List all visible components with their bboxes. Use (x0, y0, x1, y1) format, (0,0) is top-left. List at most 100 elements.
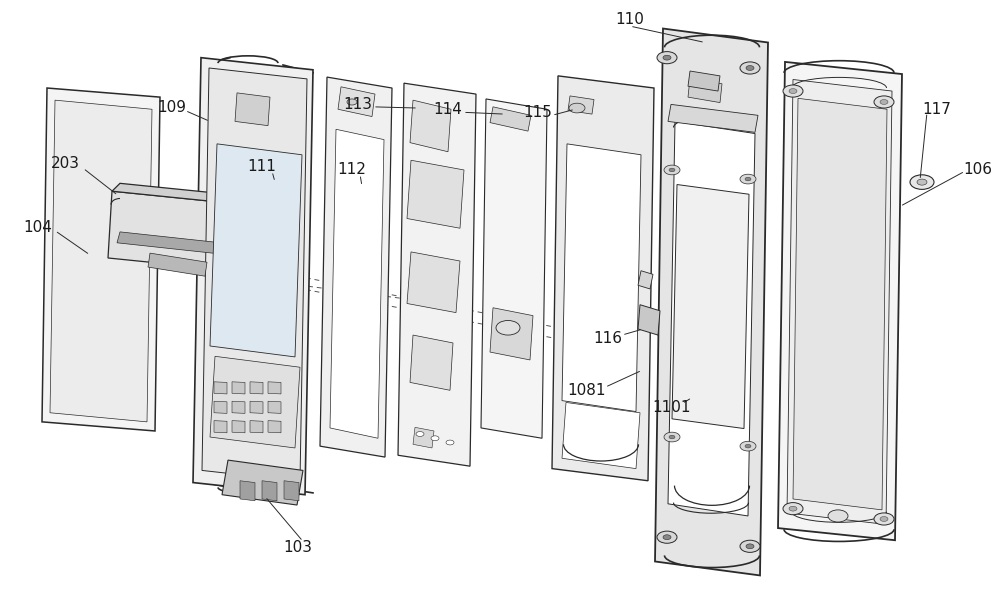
Circle shape (880, 100, 888, 104)
Polygon shape (117, 232, 221, 254)
Circle shape (828, 510, 848, 522)
Polygon shape (268, 421, 281, 433)
Circle shape (783, 85, 803, 97)
Text: 103: 103 (284, 540, 312, 555)
Text: 114: 114 (434, 102, 462, 117)
Polygon shape (793, 98, 887, 510)
Circle shape (789, 506, 797, 511)
Polygon shape (787, 80, 892, 524)
Circle shape (569, 103, 585, 113)
Text: 117: 117 (923, 102, 951, 117)
Polygon shape (552, 76, 654, 481)
Text: 203: 203 (50, 157, 80, 171)
Circle shape (745, 177, 751, 181)
Polygon shape (193, 58, 313, 495)
Polygon shape (210, 144, 302, 357)
Circle shape (431, 436, 439, 441)
Polygon shape (672, 185, 749, 429)
Polygon shape (638, 271, 653, 289)
Polygon shape (481, 99, 547, 438)
Polygon shape (240, 481, 255, 501)
Circle shape (657, 531, 677, 543)
Circle shape (746, 544, 754, 549)
Polygon shape (222, 460, 303, 505)
Text: 111: 111 (248, 160, 276, 174)
Polygon shape (284, 481, 299, 501)
Polygon shape (330, 129, 384, 438)
Polygon shape (112, 183, 240, 203)
Polygon shape (250, 401, 263, 413)
Circle shape (783, 503, 803, 515)
Text: 116: 116 (594, 331, 622, 345)
Text: 115: 115 (524, 105, 552, 120)
Circle shape (669, 168, 675, 172)
Circle shape (347, 99, 357, 105)
Circle shape (740, 62, 760, 74)
Circle shape (874, 96, 894, 108)
Polygon shape (214, 421, 227, 433)
Polygon shape (50, 100, 152, 422)
Circle shape (669, 435, 675, 439)
Polygon shape (228, 188, 244, 270)
Polygon shape (407, 160, 464, 228)
Circle shape (745, 444, 751, 448)
Polygon shape (214, 382, 227, 394)
Polygon shape (562, 144, 641, 412)
Polygon shape (398, 83, 476, 466)
Polygon shape (562, 402, 640, 469)
Text: 104: 104 (24, 220, 52, 235)
Polygon shape (108, 191, 232, 270)
Circle shape (664, 165, 680, 175)
Polygon shape (235, 93, 270, 126)
Text: 106: 106 (964, 163, 992, 177)
Circle shape (663, 535, 671, 540)
Polygon shape (568, 96, 594, 114)
Circle shape (663, 55, 671, 60)
Circle shape (446, 440, 454, 445)
Polygon shape (268, 382, 281, 394)
Text: 112: 112 (338, 163, 366, 177)
Polygon shape (490, 308, 533, 360)
Text: 1101: 1101 (653, 401, 691, 415)
Polygon shape (688, 78, 722, 103)
Circle shape (416, 432, 424, 436)
Polygon shape (214, 401, 227, 413)
Circle shape (874, 513, 894, 525)
Text: 113: 113 (344, 97, 372, 112)
Polygon shape (338, 87, 375, 117)
Polygon shape (232, 382, 245, 394)
Polygon shape (232, 401, 245, 413)
Circle shape (657, 52, 677, 64)
Circle shape (746, 66, 754, 70)
Polygon shape (655, 29, 768, 575)
Polygon shape (638, 305, 660, 335)
Polygon shape (250, 382, 263, 394)
Circle shape (910, 175, 934, 189)
Polygon shape (232, 421, 245, 433)
Polygon shape (410, 100, 451, 152)
Circle shape (740, 540, 760, 552)
Polygon shape (490, 107, 531, 131)
Circle shape (740, 441, 756, 451)
Circle shape (740, 174, 756, 184)
Polygon shape (688, 71, 720, 91)
Polygon shape (668, 104, 758, 132)
Polygon shape (148, 253, 207, 276)
Polygon shape (320, 77, 392, 457)
Polygon shape (202, 68, 307, 481)
Polygon shape (262, 481, 277, 501)
Circle shape (496, 320, 520, 335)
Polygon shape (407, 252, 460, 313)
Polygon shape (210, 356, 300, 448)
Circle shape (880, 517, 888, 521)
Circle shape (917, 179, 927, 185)
Circle shape (664, 432, 680, 442)
Polygon shape (778, 62, 902, 540)
Polygon shape (413, 427, 434, 448)
Polygon shape (410, 335, 453, 390)
Text: 110: 110 (616, 12, 644, 27)
Text: 109: 109 (158, 100, 186, 115)
Polygon shape (250, 421, 263, 433)
Circle shape (789, 89, 797, 93)
Polygon shape (268, 401, 281, 413)
